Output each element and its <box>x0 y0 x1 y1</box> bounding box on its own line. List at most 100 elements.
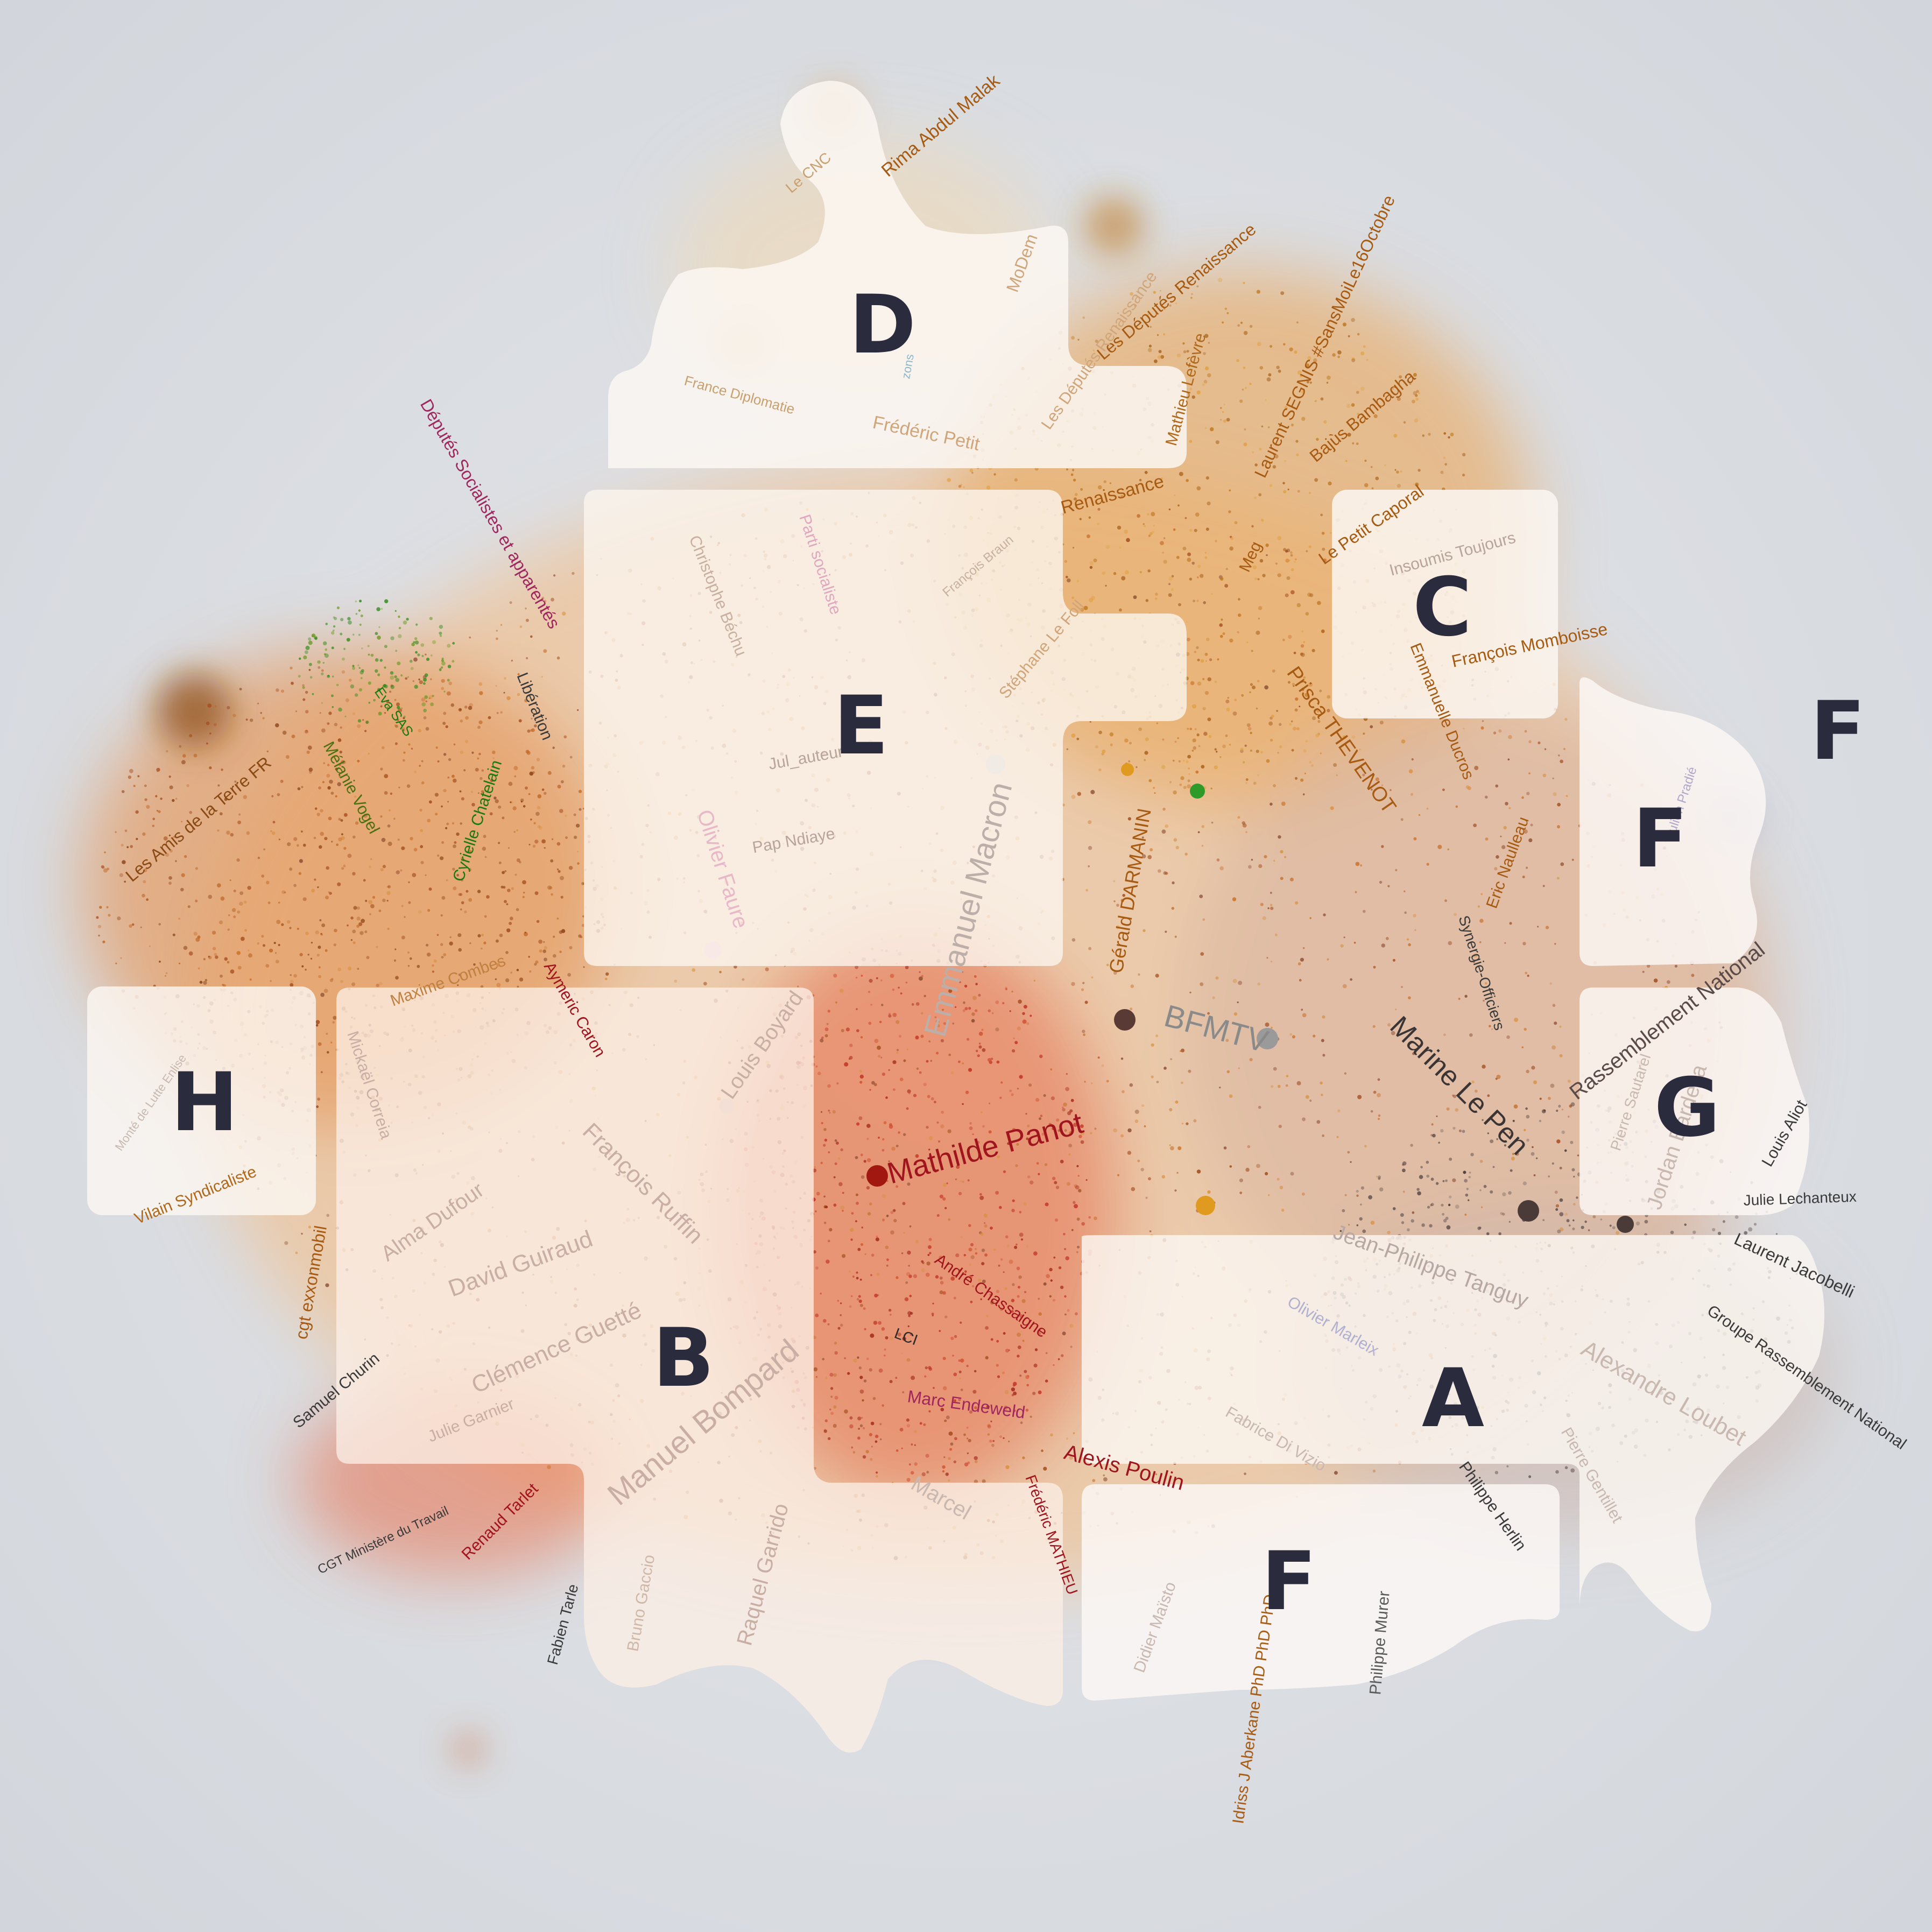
node-dot <box>1493 731 1497 735</box>
node-dot <box>434 793 439 797</box>
node-dot <box>354 795 357 798</box>
node-dot <box>1295 697 1299 701</box>
node-dot <box>340 819 343 822</box>
node-dot <box>1379 880 1383 884</box>
node-dot <box>1400 1213 1404 1217</box>
node-dot <box>983 1214 988 1218</box>
node-dot <box>892 1013 897 1017</box>
node-dot <box>160 798 163 800</box>
node-dot <box>861 1416 863 1419</box>
node-dot <box>1197 565 1201 568</box>
node-dot <box>881 1327 885 1331</box>
node-dot <box>1215 440 1219 445</box>
node-dot <box>938 1140 941 1143</box>
node-dot <box>1064 560 1068 563</box>
node-dot <box>1030 1415 1032 1418</box>
node-dot <box>909 1332 913 1336</box>
node-dot <box>1472 961 1475 963</box>
node-dot <box>1182 759 1185 762</box>
node-dot <box>1527 975 1529 977</box>
node-dot <box>341 833 343 836</box>
node-dot <box>833 974 837 978</box>
node-dot <box>1564 1212 1568 1216</box>
node-dot <box>962 1009 965 1012</box>
node-dot <box>423 682 426 685</box>
node-dot <box>1299 706 1301 708</box>
node-dot <box>1395 1009 1397 1011</box>
node-dot <box>96 916 99 919</box>
node-dot <box>442 722 446 725</box>
node-dot <box>537 806 541 810</box>
node-dot <box>326 1214 330 1217</box>
node-dot <box>828 1109 830 1112</box>
node-dot <box>500 624 503 626</box>
node-dot <box>547 771 552 775</box>
node-dot <box>1609 1224 1612 1227</box>
node-dot <box>914 1462 918 1466</box>
node-dot <box>1390 789 1392 791</box>
node-dot <box>352 872 356 876</box>
node-dot <box>500 885 504 889</box>
node-dot <box>1106 545 1110 549</box>
node-dot <box>203 958 206 961</box>
node-dot <box>327 1051 329 1054</box>
node-dot <box>1296 453 1299 456</box>
node-dot <box>1473 953 1478 958</box>
node-dot <box>308 640 313 645</box>
node-dot <box>457 933 462 937</box>
node-dot <box>906 1272 911 1277</box>
node-dot <box>1197 658 1200 661</box>
node-dot <box>874 1039 879 1043</box>
node-dot <box>524 932 526 934</box>
node-dot <box>1561 1109 1563 1111</box>
node-dot <box>558 870 561 873</box>
node-dot <box>104 851 106 854</box>
node-dot <box>1161 765 1166 770</box>
node-dot <box>1403 421 1406 424</box>
node-dot <box>361 647 363 650</box>
node-dot <box>820 1038 824 1043</box>
node-dot <box>1322 1134 1325 1137</box>
node-dot <box>233 890 236 892</box>
node-dot <box>1024 1291 1027 1293</box>
node-dot <box>848 1270 851 1273</box>
node-dot <box>972 1133 974 1136</box>
node-dot <box>978 1045 982 1049</box>
node-dot <box>1561 1130 1565 1134</box>
node-dot <box>1392 1207 1396 1210</box>
node-dot <box>411 748 413 750</box>
node-dot <box>229 879 231 882</box>
node-dot <box>508 781 513 786</box>
node-dot <box>1066 1073 1068 1075</box>
node-dot <box>1387 1231 1391 1235</box>
node-dot <box>1257 774 1259 777</box>
node-dot <box>1082 1030 1085 1033</box>
node-dot <box>446 691 451 696</box>
node-dot <box>535 812 540 816</box>
node-dot <box>386 700 390 703</box>
node-dot <box>1162 807 1166 811</box>
node-dot <box>968 1275 973 1279</box>
node-dot <box>237 965 242 970</box>
node-dot <box>232 714 236 717</box>
node-dot <box>178 918 180 920</box>
node-dot <box>390 636 394 640</box>
node-dot <box>504 677 506 680</box>
node-dot <box>452 641 455 645</box>
node-dot <box>432 964 434 967</box>
node-dot <box>1489 1025 1491 1028</box>
node-dot <box>827 1084 831 1088</box>
node-dot <box>1298 962 1301 965</box>
node-dot <box>1178 760 1181 763</box>
node-dot <box>963 1001 965 1004</box>
node-dot <box>181 760 186 765</box>
node-dot <box>1201 844 1204 847</box>
node-dot <box>1256 750 1259 753</box>
node-dot <box>1509 922 1512 925</box>
node-dot <box>1067 578 1071 583</box>
node-dot <box>1049 1267 1053 1272</box>
node-dot <box>460 822 462 825</box>
node-dot <box>1584 1221 1587 1223</box>
node-dot <box>875 1440 878 1443</box>
node-dot <box>1188 1069 1191 1073</box>
